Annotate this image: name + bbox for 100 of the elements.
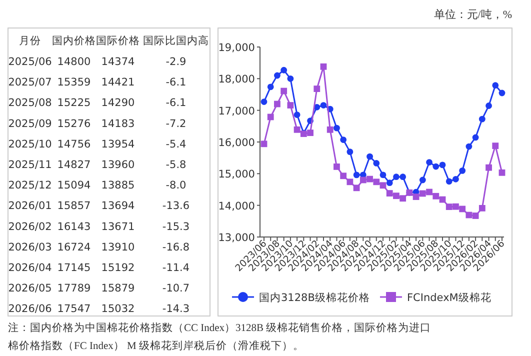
text: 单位：元/吨，% xyxy=(434,8,512,21)
point xyxy=(466,143,472,150)
data-label: -11.4 xyxy=(162,262,190,274)
point xyxy=(267,84,274,90)
category-label: 2026/01 xyxy=(8,200,52,212)
point xyxy=(393,174,400,180)
data-label: 16724 xyxy=(57,241,92,254)
legend-label: 国内3128B级棉花价格 xyxy=(259,291,370,304)
point xyxy=(486,102,492,109)
point xyxy=(307,130,314,136)
point xyxy=(498,90,506,96)
data-label: 14827 xyxy=(57,159,91,171)
y-tick-label: 15,000 xyxy=(218,168,255,181)
data-label: 13885 xyxy=(101,180,135,192)
data-label: 13910 xyxy=(101,241,135,254)
point xyxy=(386,190,393,196)
text: 国内价格 xyxy=(52,34,96,47)
data-label: 14374 xyxy=(101,56,136,68)
data-label: 14290 xyxy=(101,97,135,110)
point xyxy=(346,148,354,156)
point xyxy=(380,182,386,189)
point xyxy=(486,164,492,171)
data-label: -6.1 xyxy=(166,97,186,110)
y-tick-label: 14,000 xyxy=(218,200,255,212)
point xyxy=(346,178,354,186)
point xyxy=(400,195,406,202)
point xyxy=(294,112,300,118)
data-label: 14756 xyxy=(57,138,92,150)
category-label: 2025/06 xyxy=(8,56,52,68)
point xyxy=(326,126,334,133)
point xyxy=(419,176,426,184)
point xyxy=(393,192,400,200)
point xyxy=(373,178,380,186)
data-label: 15192 xyxy=(101,262,135,274)
point xyxy=(432,163,440,170)
point xyxy=(287,75,294,82)
point xyxy=(280,88,288,94)
category-label: 2025/12 xyxy=(8,180,52,192)
point xyxy=(320,102,327,108)
data-label: -14.3 xyxy=(162,303,190,316)
data-label: -5.4 xyxy=(166,138,187,150)
point xyxy=(498,169,506,176)
category-label: 2026/06 xyxy=(8,303,52,316)
data-label: 16143 xyxy=(57,220,91,233)
point xyxy=(452,176,459,182)
point xyxy=(492,142,499,150)
y-tick-label: 18,000 xyxy=(218,74,255,86)
point xyxy=(280,66,288,74)
data-label: 15032 xyxy=(101,303,135,316)
y-tick-label: 17,000 xyxy=(218,105,255,118)
point xyxy=(400,174,406,180)
text: 月份 xyxy=(19,35,41,47)
point xyxy=(459,206,466,212)
data-label: -6.1 xyxy=(166,76,186,89)
data-label: -16.8 xyxy=(162,241,190,254)
data-label: -2.9 xyxy=(166,56,186,68)
point xyxy=(287,102,294,108)
point xyxy=(478,116,486,122)
y-tick-label: 19,000 xyxy=(218,42,255,54)
point xyxy=(412,194,420,200)
data-label: -10.7 xyxy=(162,282,190,295)
point xyxy=(274,72,280,79)
point xyxy=(446,204,452,210)
data-label: 14183 xyxy=(101,118,135,130)
point xyxy=(386,180,393,186)
point xyxy=(340,172,347,180)
point xyxy=(366,176,373,182)
point xyxy=(472,134,479,141)
legend-label: FCIndexM级棉花 xyxy=(407,291,492,304)
point xyxy=(452,203,459,210)
category-label: 2025/09 xyxy=(8,118,52,130)
data-label: 13954 xyxy=(101,138,136,150)
point xyxy=(294,126,300,133)
y-tick-label: 13,000 xyxy=(218,232,255,244)
category-label: 2025/07 xyxy=(8,76,52,89)
point xyxy=(334,124,340,132)
category-label: 2026/05 xyxy=(8,282,52,295)
point xyxy=(334,164,340,170)
point xyxy=(267,114,274,120)
data-label: 13960 xyxy=(101,159,135,171)
y-tick-label: 16,000 xyxy=(218,137,255,149)
point xyxy=(472,212,479,219)
text: 国际价格 xyxy=(96,35,140,47)
data-label: 17547 xyxy=(57,303,91,316)
point xyxy=(320,63,327,70)
point xyxy=(419,190,426,197)
data-label: -15.3 xyxy=(162,220,190,233)
data-label: -13.6 xyxy=(162,200,190,212)
point xyxy=(353,172,360,178)
data-label: 15857 xyxy=(57,200,91,212)
point xyxy=(446,178,452,185)
data-label: 15359 xyxy=(57,76,91,89)
point xyxy=(459,167,466,174)
point xyxy=(426,188,432,196)
point xyxy=(260,140,268,148)
category-label: 2025/11 xyxy=(8,159,52,171)
data-label: 14421 xyxy=(101,76,135,89)
category-label: 2026/02 xyxy=(8,220,52,233)
category-label: 2025/08 xyxy=(8,97,52,110)
category-label: 2026/03 xyxy=(8,241,52,254)
